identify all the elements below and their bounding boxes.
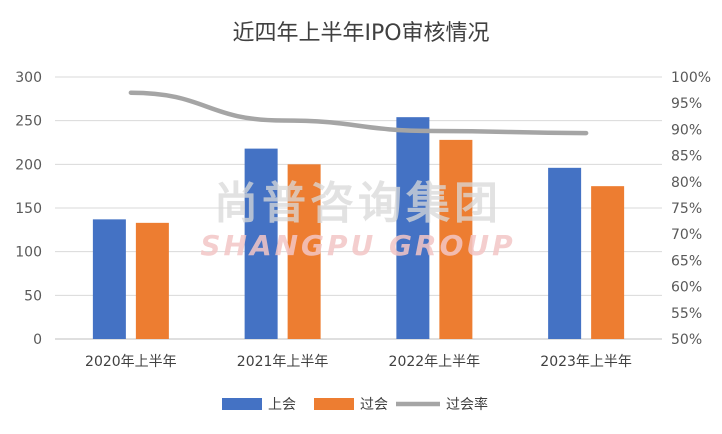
legend: 上会 过会 过会率 — [222, 396, 488, 413]
left-tick-label: 50 — [24, 288, 42, 304]
bar-guohui — [439, 139, 473, 339]
right-tick-label: 80% — [671, 175, 702, 191]
left-tick-label: 100 — [15, 245, 42, 261]
pass-rate-line — [128, 90, 589, 136]
right-tick-label: 90% — [671, 122, 702, 138]
left-tick-label: 150 — [15, 201, 42, 217]
bar-shanghui — [244, 148, 278, 339]
right-tick-label: 70% — [671, 227, 702, 243]
left-axis: 0 50 100 150 200 250 300 — [15, 70, 42, 348]
right-tick-label: 75% — [671, 201, 702, 217]
left-tick-label: 0 — [33, 332, 42, 348]
legend-item: 过会率 — [396, 396, 488, 413]
right-tick-label: 50% — [671, 332, 702, 348]
legend-item: 上会 — [222, 397, 296, 413]
legend-label: 过会率 — [446, 396, 488, 413]
bar-shanghui — [92, 219, 126, 339]
right-tick-label: 55% — [671, 306, 702, 322]
line-guohuilv — [128, 90, 589, 136]
watermark-cn: 尚普咨询集团 — [214, 178, 502, 229]
bar-guohui — [591, 186, 625, 339]
right-tick-label: 95% — [671, 96, 702, 112]
watermark: 尚普咨询集团 SHANGPU GROUP — [200, 178, 515, 262]
legend-swatch — [222, 398, 262, 410]
category-label: 2023年上半年 — [540, 354, 632, 370]
bar-guohui — [287, 164, 321, 339]
category-label: 2021年上半年 — [237, 354, 329, 370]
bar-shanghui — [548, 167, 582, 339]
category-label: 2020年上半年 — [85, 354, 177, 370]
right-axis: 50% 55% 60% 65% 70% 75% 80% 85% 90% 95% 100% — [671, 70, 711, 348]
right-tick-label: 100% — [671, 70, 711, 86]
bar-guohui — [135, 222, 169, 339]
legend-item: 过会 — [314, 397, 388, 413]
right-tick-label: 60% — [671, 280, 702, 296]
legend-label: 上会 — [268, 397, 296, 413]
right-tick-label: 65% — [671, 253, 702, 269]
legend-swatch — [314, 398, 354, 410]
category-label: 2022年上半年 — [389, 354, 481, 370]
right-tick-label: 85% — [671, 149, 702, 165]
left-tick-label: 250 — [15, 114, 42, 130]
category-labels: 2020年上半年 2021年上半年 2022年上半年 2023年上半年 — [85, 354, 632, 370]
left-tick-label: 200 — [15, 157, 42, 173]
bars — [92, 117, 625, 339]
legend-label: 过会 — [360, 397, 388, 413]
watermark-en: SHANGPU GROUP — [200, 229, 515, 262]
left-tick-label: 300 — [15, 70, 42, 86]
chart-title: 近四年上半年IPO审核情况 — [232, 21, 489, 46]
bar-shanghui — [396, 117, 430, 339]
